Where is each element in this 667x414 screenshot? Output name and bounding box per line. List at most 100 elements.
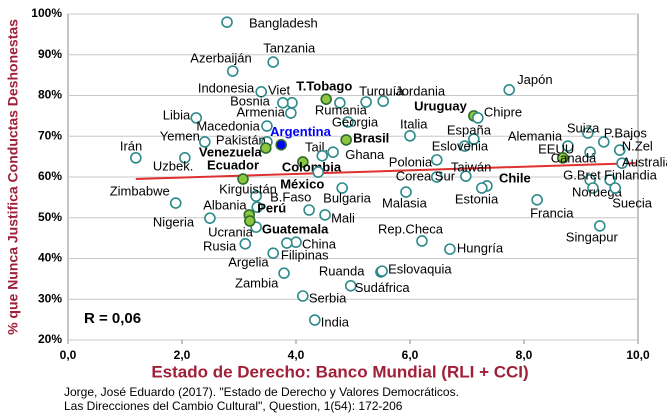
y-tick-label: 20%: [38, 332, 62, 346]
point-label: Mali: [331, 210, 355, 225]
point-label: Tanzania: [263, 41, 316, 56]
point: [267, 56, 280, 68]
point-label: Colombia: [282, 159, 342, 174]
point-label: Bangladesh: [249, 16, 318, 31]
point: [334, 97, 346, 109]
point: [267, 247, 280, 260]
point-label: Azerbaiján: [190, 50, 251, 65]
point: [259, 142, 272, 154]
point-label: Zimbabwe: [110, 184, 170, 199]
point-label: Bosnia: [230, 93, 271, 108]
point-label: Libia: [163, 107, 191, 122]
point: [400, 186, 412, 198]
x-axis-label: Estado de Derecho: Banco Mundial (RLI + …: [151, 362, 528, 381]
point-label: Uzbek.: [153, 158, 193, 173]
point-label: Ghana: [345, 147, 385, 162]
point: [556, 152, 569, 164]
point: [316, 150, 329, 162]
point: [460, 170, 472, 182]
point-label: G.Bret: [563, 167, 601, 182]
point: [226, 65, 239, 77]
x-tick-label: 8,0: [516, 348, 533, 362]
point: [613, 144, 626, 156]
point: [255, 86, 268, 98]
point-label: Nigeria: [153, 215, 195, 230]
point-label: Hungría: [457, 241, 504, 256]
point-label: Viet: [268, 82, 291, 97]
point: [303, 204, 315, 216]
point-label: Indonesia: [198, 80, 255, 95]
y-axis-label: % que Nunca Justifica Conductas Deshones…: [5, 19, 21, 335]
point-label: Serbia: [309, 290, 347, 305]
point: [430, 154, 443, 166]
point: [261, 120, 273, 132]
point: [582, 127, 594, 139]
point-label: Suiza: [567, 120, 600, 135]
point-label: Finlandia: [604, 167, 658, 182]
point: [309, 314, 321, 326]
point: [221, 16, 233, 28]
point-label: Perú: [257, 200, 286, 215]
point-label: Ecuador: [207, 157, 259, 172]
point-label: India: [321, 314, 350, 329]
trend-line: [135, 162, 636, 181]
point: [179, 152, 191, 164]
point-label: Australia: [622, 155, 667, 170]
y-tick-label: 50%: [38, 210, 62, 224]
point-label: México: [280, 177, 324, 192]
point: [297, 156, 309, 168]
point: [376, 265, 388, 277]
point-label: Singapur: [566, 229, 619, 244]
point-label: Uruguay: [414, 98, 468, 113]
point: [239, 238, 252, 250]
point-label: Estonia: [455, 191, 499, 206]
point-label: Corea Sur: [396, 168, 456, 183]
source: Las Direcciones del Cambio Cultural", Qu…: [64, 399, 403, 413]
point-label: Argelia: [228, 255, 269, 270]
annotation: R = 0,06: [84, 310, 141, 327]
point-label: Sudáfrica: [355, 280, 411, 295]
point-label: Ruanda: [319, 263, 365, 278]
y-tick-label: 60%: [38, 169, 62, 183]
point: [531, 194, 543, 206]
point-label: B.Faso: [270, 189, 311, 204]
point-label: Jordania: [395, 84, 446, 99]
x-tick-label: 6,0: [402, 348, 419, 362]
point: [562, 140, 574, 152]
point-label: Canadá: [551, 150, 597, 165]
point-label: Taiwán: [451, 160, 491, 175]
point: [327, 146, 339, 158]
y-tick-label: 80%: [38, 88, 62, 102]
point-label: Venezuela: [199, 145, 263, 160]
point: [597, 136, 610, 148]
point-label: Malasia: [382, 196, 428, 211]
source: Jorge, José Eduardo (2017). "Estado de D…: [64, 385, 459, 399]
point: [472, 112, 484, 124]
point-label: Armenia: [236, 104, 285, 119]
point: [609, 182, 622, 194]
point: [277, 97, 289, 109]
point-label: Brasil: [353, 130, 389, 145]
point-label: P.Bajos: [604, 125, 648, 140]
point-label: Suecia: [612, 195, 653, 210]
point-label: Chile: [499, 170, 531, 185]
point-label: Georgia: [332, 114, 379, 129]
point: [360, 96, 372, 108]
point: [199, 136, 211, 148]
x-tick-label: 0,0: [60, 348, 77, 362]
x-tick-label: 10,0: [626, 348, 650, 362]
point: [297, 290, 309, 302]
point: [320, 93, 333, 105]
y-tick-label: 100%: [31, 6, 62, 20]
point: [340, 134, 352, 146]
point: [275, 139, 287, 151]
point-label: Eslovaquia: [388, 262, 452, 277]
point: [336, 182, 348, 194]
point: [250, 190, 262, 202]
point-label: Rusia: [203, 238, 237, 253]
point-label: Chipre: [484, 104, 522, 119]
point-label: Ucrania: [208, 225, 254, 240]
point-label: T.Tobago: [296, 79, 352, 94]
point: [244, 215, 256, 227]
